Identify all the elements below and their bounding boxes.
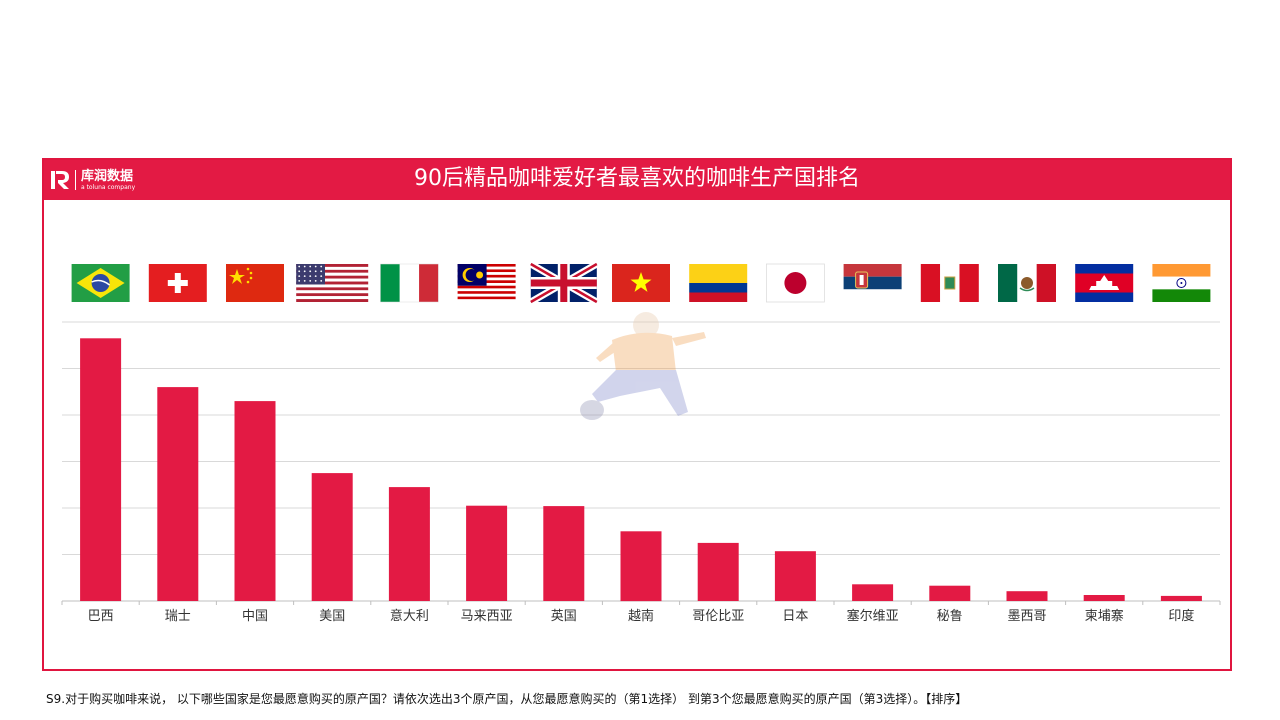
x-tick-label: 秘鲁 [937,609,963,624]
logo-icon [51,171,69,189]
bar-8 [620,531,662,602]
x-tick-label: 巴西 [88,609,114,624]
switzerland-flag-icon [148,264,207,302]
vietnam-flag-icon [612,264,670,302]
bar-5 [388,487,430,601]
usa-flag-icon [296,264,369,302]
bar-10 [774,551,816,601]
serbia-flag-icon [843,264,902,302]
x-tick-label: 哥伦比亚 [692,609,744,624]
logo-divider [75,170,76,190]
x-tick-label: 美国 [319,609,345,624]
x-tick-label: 中国 [242,609,268,624]
italy-flag-icon [380,263,439,303]
malaysia-flag-icon [457,264,516,302]
x-tick-label: 印度 [1168,608,1194,624]
brand-name: 库润数据 [81,168,134,184]
x-tick-label: 意大利 [390,608,429,624]
india-flag-icon [1152,264,1211,302]
uk-flag-icon [529,260,599,306]
x-tick-label: 墨西哥 [1007,609,1046,624]
bar-15 [1160,595,1202,601]
x-tick-label: 马来西亚 [461,609,513,624]
bar-13 [1006,591,1048,601]
bar-9 [697,542,739,601]
survey-question: S9.对于购买咖啡来说， 以下哪些国家是您最愿意购买的原产国？请依次选出3个原产… [46,692,968,706]
peru-flag-icon [920,264,979,302]
chart-title: 90后精品咖啡爱好者最喜欢的咖啡生产国排名 [414,166,860,191]
bar-1 [80,338,122,601]
x-tick-label: 柬埔寨 [1085,608,1124,624]
brand-tagline: a toluna company [81,183,136,191]
colombia-flag-icon [689,264,748,302]
bar-2 [157,387,199,601]
x-tick-label: 越南 [628,608,654,624]
brand-logo: 库润数据 a toluna company [48,167,135,193]
japan-flag-icon [766,263,825,303]
runner-watermark-icon [580,312,706,420]
x-tick-label: 塞尔维亚 [847,608,899,624]
x-tick-label: 日本 [782,609,808,624]
bar-4 [311,473,353,601]
cambodia-flag-icon [1075,264,1134,302]
mexico-flag-icon [998,264,1056,302]
china-flag-icon [226,264,284,302]
bar-12 [929,585,971,601]
x-tick-label: 英国 [551,609,577,624]
bar-3 [234,401,276,601]
bar-14 [1083,595,1125,601]
x-tick-label: 瑞士 [165,609,191,624]
title-bar: 库润数据 a toluna company 90后精品咖啡爱好者最喜欢的咖啡生产… [44,160,1230,200]
bar-6 [466,505,508,601]
bar-7 [543,506,585,601]
brazil-flag-icon [71,264,130,302]
bar-11 [852,584,894,601]
